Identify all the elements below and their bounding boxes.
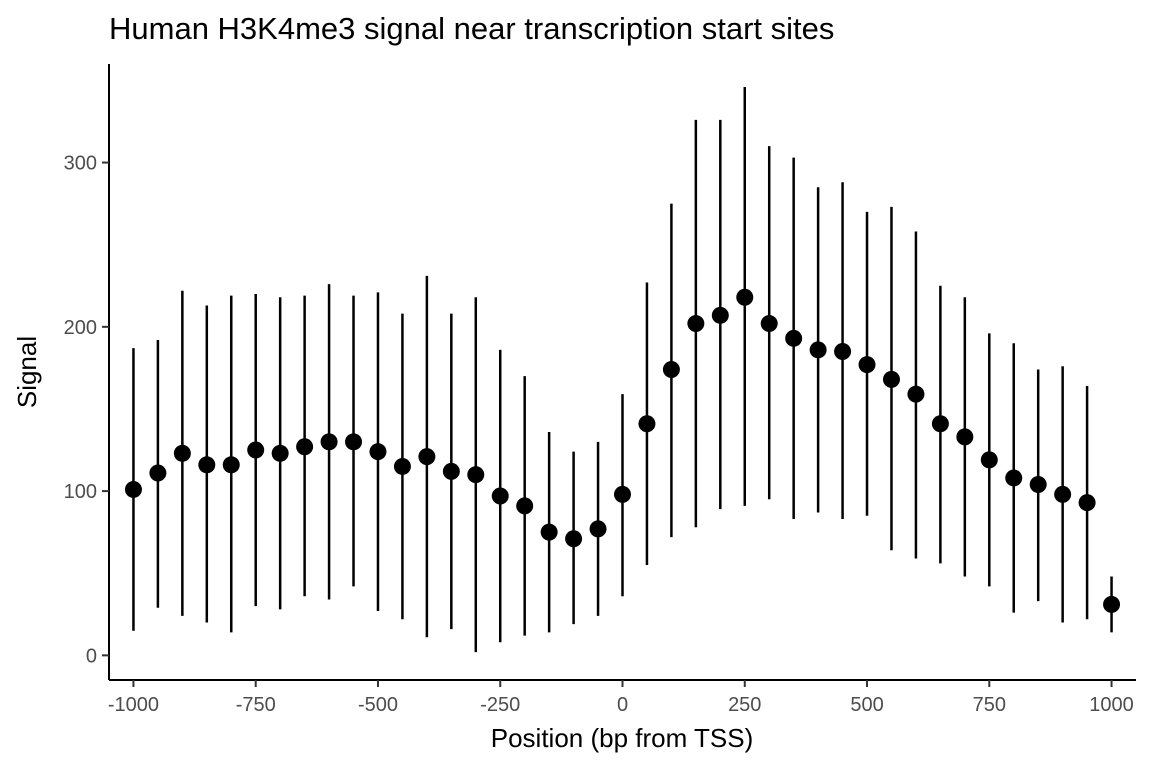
axes: -1000 -750 -500 -250 0 250 500 750 1000 0 100 200 30… (64, 64, 1136, 716)
x-tick-label: 500 (850, 694, 883, 716)
data-point (834, 342, 852, 360)
data-point (736, 288, 754, 306)
data-point (882, 370, 900, 388)
data-point (858, 356, 876, 374)
data-point (516, 497, 534, 515)
data-point (296, 438, 314, 456)
data-point (198, 456, 216, 474)
data-point (491, 487, 509, 505)
x-tick-label: -1000 (108, 694, 159, 716)
data-point (980, 451, 998, 469)
x-tick-label: -250 (480, 694, 520, 716)
data-point (320, 433, 338, 451)
data-point (1054, 485, 1072, 503)
y-tick-label: 100 (64, 481, 97, 503)
data-point (442, 462, 460, 480)
data-point (369, 443, 387, 461)
data-point (222, 456, 240, 474)
data-point (638, 415, 656, 433)
data-point (418, 448, 436, 466)
data-point (711, 306, 729, 324)
y-tick-label: 200 (64, 317, 97, 339)
x-tick-label: -500 (358, 694, 398, 716)
x-tick-label: 750 (973, 694, 1006, 716)
y-tick-label: 300 (64, 153, 97, 175)
data-point (809, 341, 827, 359)
data-point (662, 361, 680, 379)
data-point (687, 315, 705, 333)
data-point (565, 530, 583, 548)
data-point (956, 428, 974, 446)
chart-title: Human H3K4me3 signal near transcription … (109, 11, 834, 46)
x-tick-label: 0 (617, 694, 628, 716)
x-tick-label: 1000 (1089, 694, 1134, 716)
plot-area (124, 86, 1121, 653)
data-point (149, 464, 167, 482)
y-tick-label: 0 (86, 645, 97, 667)
data-point (247, 441, 265, 459)
data-point (589, 520, 607, 538)
data-point (614, 485, 631, 503)
data-point (785, 329, 803, 347)
y-axis-title: Signal (12, 336, 42, 408)
x-tick-label: 250 (728, 694, 761, 716)
data-point (907, 385, 925, 403)
data-point (271, 444, 289, 462)
data-point (1103, 595, 1121, 613)
data-point (1005, 469, 1023, 487)
data-point (1029, 476, 1047, 494)
data-point (345, 433, 363, 451)
data-point (540, 523, 558, 541)
data-point (124, 480, 142, 498)
x-axis-title: Position (bp from TSS) (491, 723, 754, 753)
x-tick-label: -750 (236, 694, 276, 716)
data-point (467, 466, 485, 484)
data-point (760, 315, 778, 333)
data-point (173, 444, 191, 462)
data-point (1078, 494, 1096, 512)
data-point (931, 415, 949, 433)
data-point (393, 457, 411, 475)
